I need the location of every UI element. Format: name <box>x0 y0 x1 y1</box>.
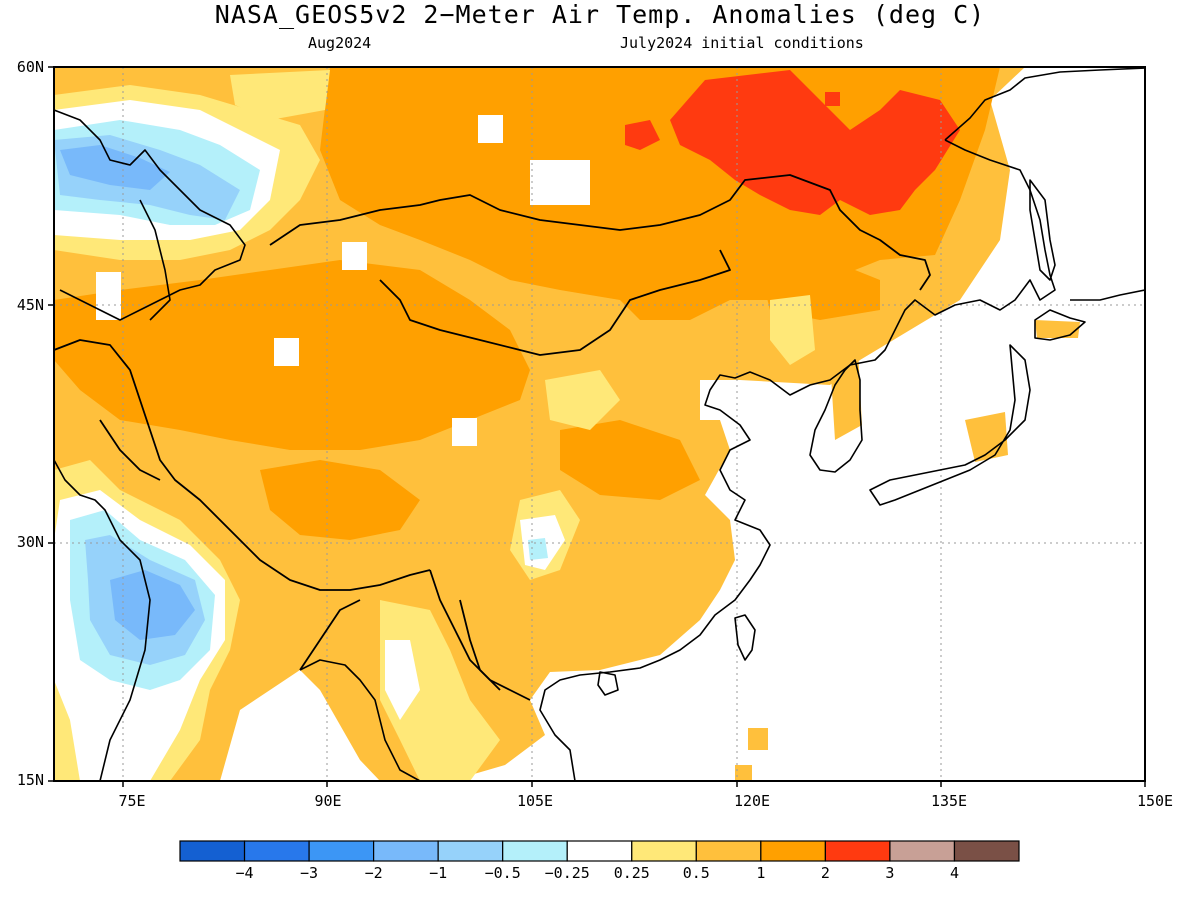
colorbar-swatch <box>437 840 504 862</box>
lon-label-90e: 90E <box>314 792 342 810</box>
hot-anomaly-siberia-1 <box>670 70 960 215</box>
colorbar-swatch <box>824 840 891 862</box>
colorbar-label: 1 <box>756 864 766 882</box>
colorbar-label: −2 <box>364 864 383 882</box>
initial-conditions-label: July2024 initial conditions <box>620 34 864 52</box>
lon-label-150e: 150E <box>1136 792 1174 810</box>
colorbar-label: 4 <box>949 864 959 882</box>
axis-ticks <box>48 66 1146 787</box>
colorbar-label: −1 <box>429 864 448 882</box>
lon-label-120e: 120E <box>733 792 771 810</box>
taiwan-anomaly <box>748 728 768 750</box>
warm-anomaly-tibet <box>260 460 420 540</box>
lat-label-60n: 60N <box>16 58 44 76</box>
colorbar-legend <box>179 840 1020 862</box>
forecast-month: Aug2024 <box>308 34 372 52</box>
pale-patch-north <box>230 70 330 120</box>
colorbar-swatch <box>308 840 375 862</box>
hot-anomaly-siberia-2 <box>625 120 660 150</box>
colorbar-label: −0.5 <box>484 864 521 882</box>
colorbar-label: −4 <box>235 864 254 882</box>
pale-patch-central <box>545 370 620 430</box>
colorbar-swatch <box>373 840 439 862</box>
colorbar-label: 0.25 <box>613 864 650 882</box>
coastlines <box>54 67 1145 781</box>
colorbar-swatch <box>760 840 826 862</box>
lon-label-105e: 105E <box>516 792 554 810</box>
mask-square-3 <box>96 272 121 320</box>
colorbar-label: 2 <box>820 864 830 882</box>
colorbar-swatch <box>566 840 633 862</box>
hot-anomaly-siberia-3 <box>825 92 840 106</box>
warm-anomaly-china <box>560 420 700 500</box>
lat-label-45n: 45N <box>16 296 44 314</box>
luzon-anomaly <box>735 765 752 781</box>
colorbar-swatch <box>502 840 568 862</box>
colorbar-swatch <box>243 840 310 862</box>
lat-label-15n: 15N <box>16 771 44 789</box>
colorbar-swatch <box>889 840 956 862</box>
colorbar-label: 3 <box>885 864 895 882</box>
colorbar-label: −3 <box>300 864 319 882</box>
korea-anomaly <box>830 350 862 440</box>
light-patch-china-south <box>528 538 548 560</box>
cool-anomaly-kazakhstan-core <box>60 145 170 190</box>
cool-anomaly-india-core <box>110 570 195 640</box>
lat-label-30n: 30N <box>16 533 44 551</box>
colorbar-swatch <box>953 840 1020 862</box>
lon-label-135e: 135E <box>930 792 968 810</box>
colorbar-label: 0.5 <box>682 864 710 882</box>
mask-baikal <box>530 160 590 205</box>
japan-anomaly <box>1035 320 1080 338</box>
colorbar-label: −0.25 <box>544 864 590 882</box>
mask-square-4 <box>274 338 299 366</box>
mask-square-2 <box>342 242 367 270</box>
lon-label-75e: 75E <box>118 792 146 810</box>
honshu-anomaly <box>965 412 1008 462</box>
white-patch-myanmar <box>385 640 420 720</box>
colorbar-swatch <box>695 840 762 862</box>
map-frame <box>53 66 1146 782</box>
map-title: NASA_GEOS5v2 2−Meter Air Temp. Anomalies… <box>214 0 986 29</box>
colorbar-swatch <box>631 840 697 862</box>
pale-patch-northchina <box>770 295 815 365</box>
anomaly-field <box>54 67 1145 781</box>
mask-square-1 <box>478 115 503 143</box>
borders <box>54 174 931 701</box>
mask-square-5 <box>452 418 477 446</box>
colorbar-swatch <box>179 840 246 862</box>
